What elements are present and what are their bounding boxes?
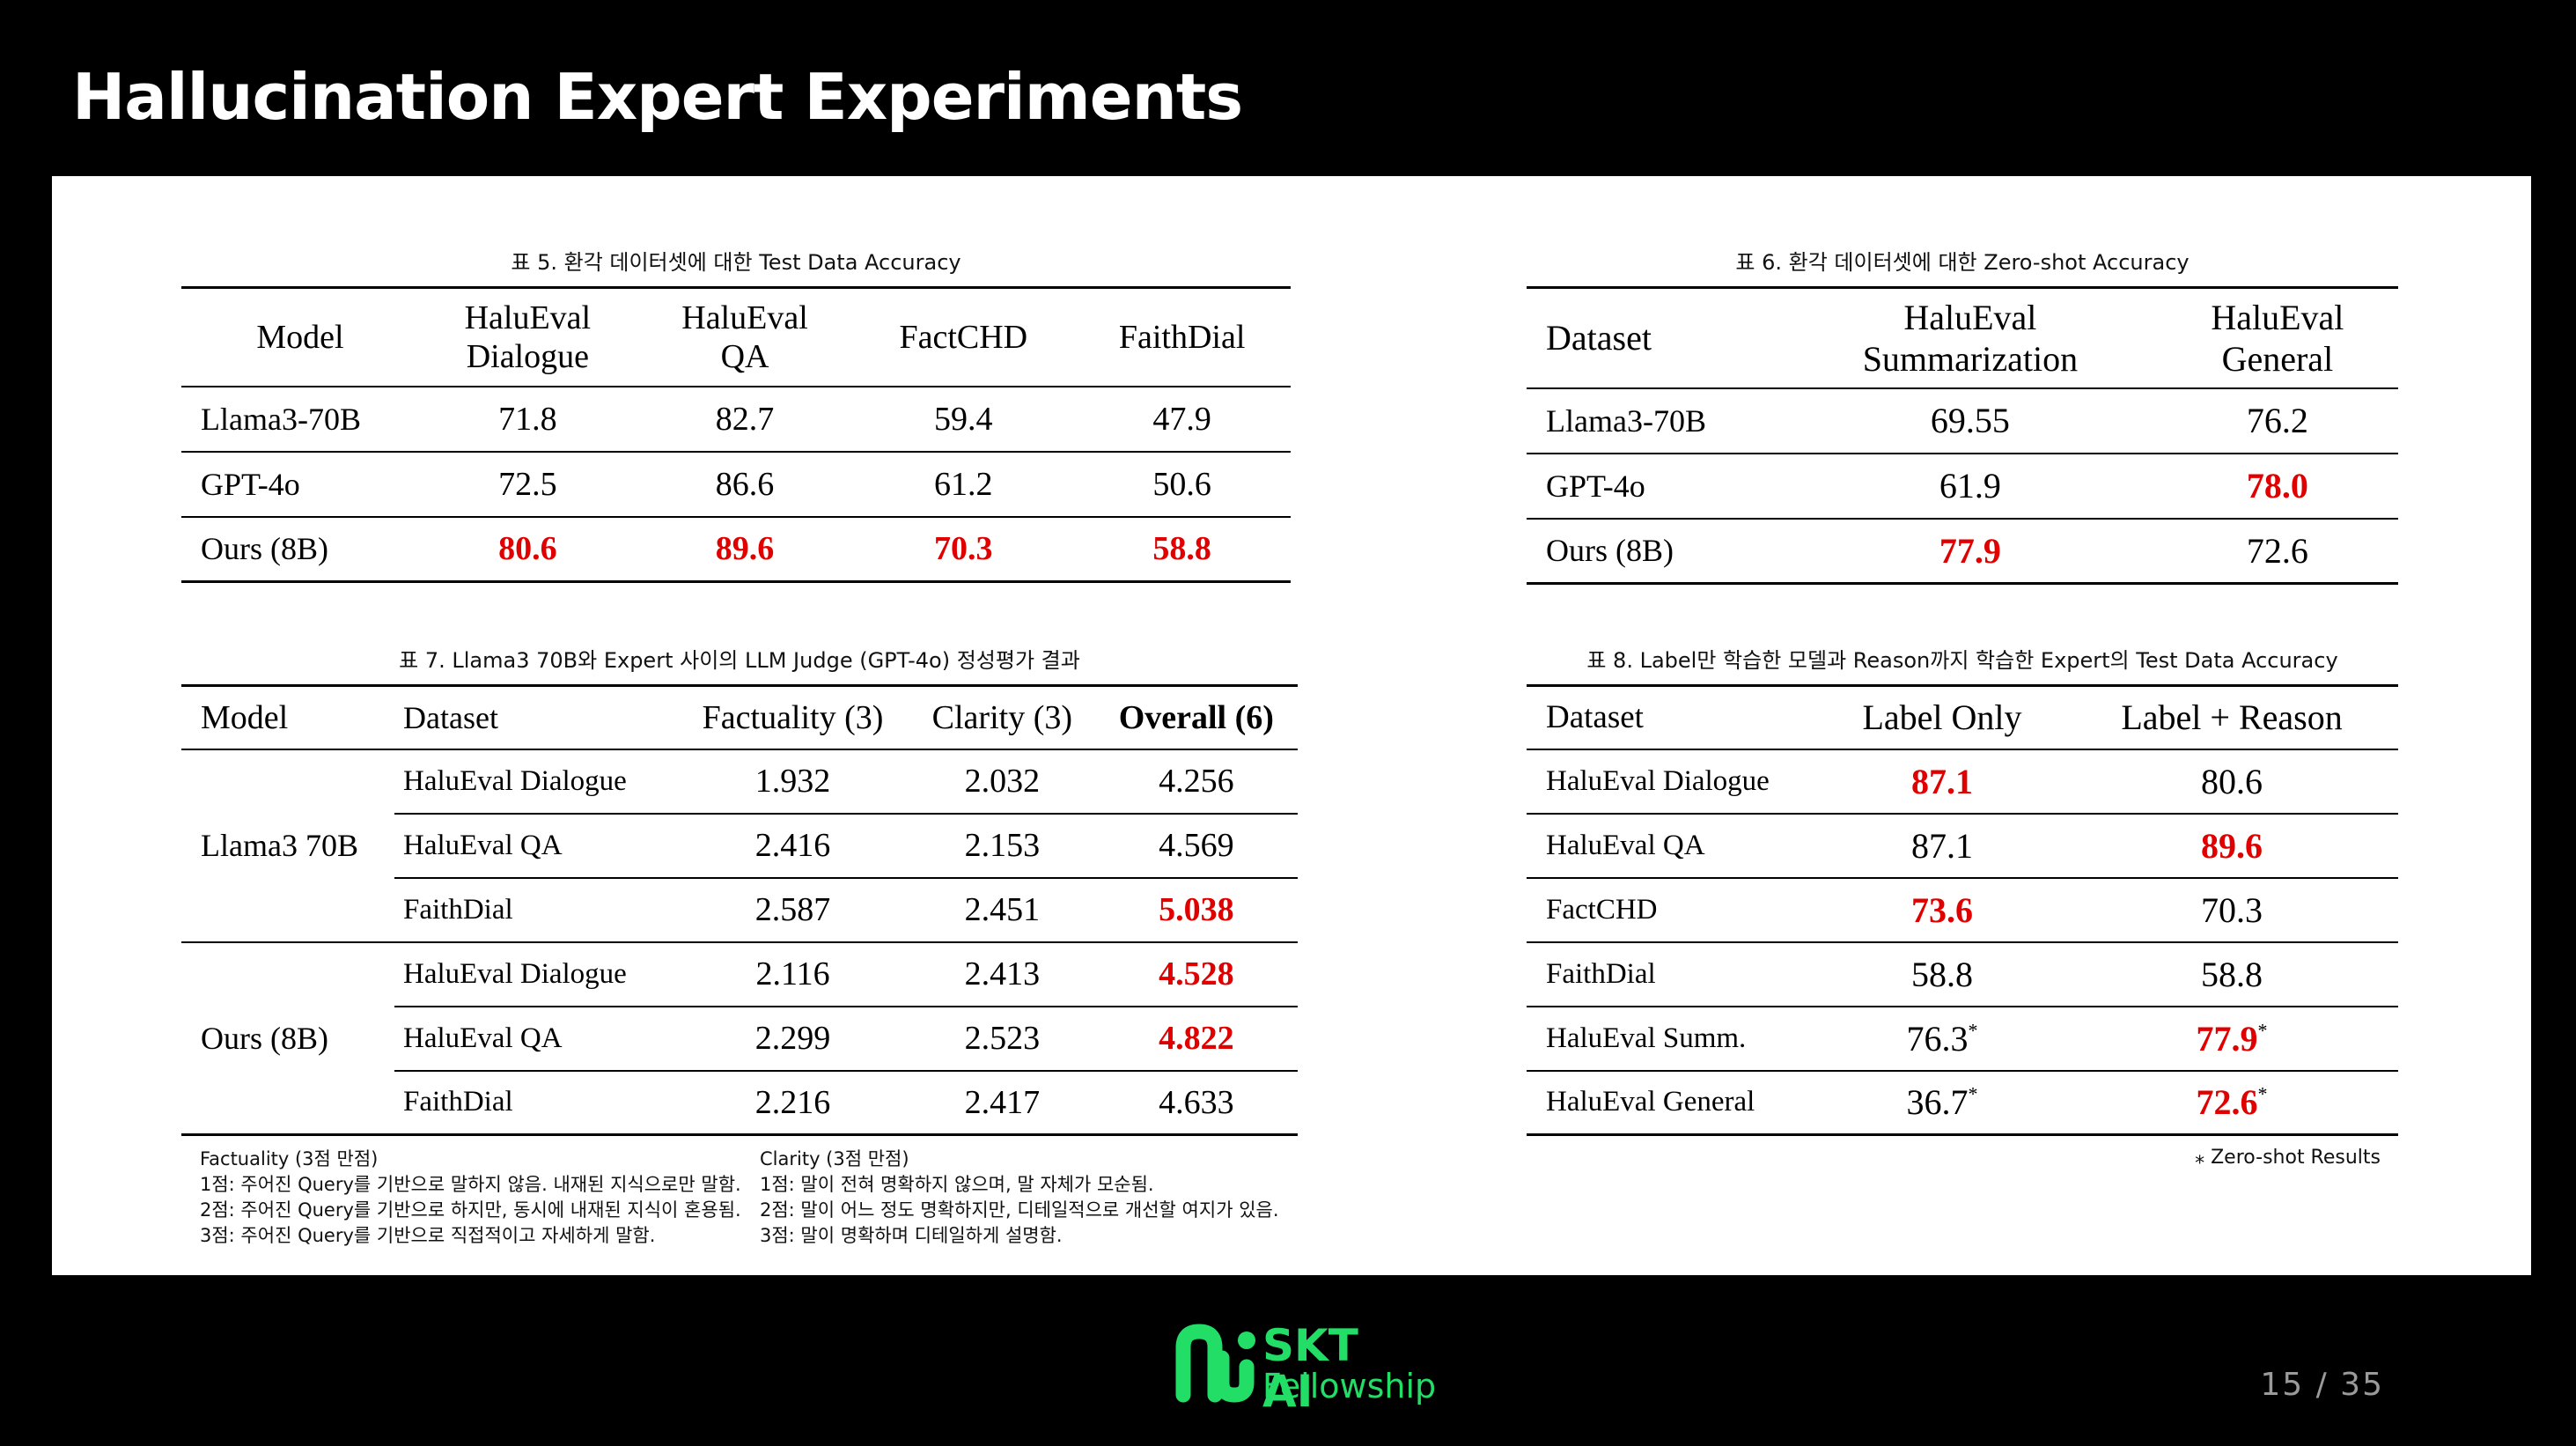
table-5-caption: 표 5. 환각 데이터셋에 대한 Test Data Accuracy xyxy=(511,250,961,275)
table-row: HaluEval QA 2.299 2.523 4.822 xyxy=(181,1005,1298,1071)
t8-header-label-only: Label Only xyxy=(1819,685,2066,750)
t7-header-overall: Overall (6) xyxy=(1094,685,1298,750)
table-row: HaluEval Summ. 76.3* 77.9* xyxy=(1527,1005,2398,1071)
zero-shot-note: ⁎ Zero-shot Results xyxy=(2195,1147,2381,1169)
page-number: 15 / 35 xyxy=(2260,1367,2384,1403)
zero-shot-marker: * xyxy=(2257,1019,2268,1042)
t7-header-factuality: Factuality (3) xyxy=(676,685,910,750)
slide-title: Hallucination Expert Experiments xyxy=(72,60,1243,134)
table-5: 표 5. 환각 데이터셋에 대한 Test Data Accuracy Mode… xyxy=(181,245,1291,583)
content-panel: 표 5. 환각 데이터셋에 대한 Test Data Accuracy Mode… xyxy=(52,176,2531,1275)
table-row: FaithDial 2.216 2.417 4.633 xyxy=(181,1069,1298,1135)
t6-header-general: HaluEval General xyxy=(2156,287,2398,389)
table-7-caption: 표 7. Llama3 70B와 Expert 사이의 LLM Judge (G… xyxy=(399,648,1080,673)
table-row: HaluEval Dialogue 87.1 80.6 xyxy=(1546,761,2263,801)
table-row: FaithDial 58.8 58.8 xyxy=(1527,941,2398,1007)
table-row: GPT-4o 61.9 78.0 xyxy=(1527,452,2398,519)
logo-mark-icon xyxy=(1175,1324,1255,1403)
t6-header-dataset: Dataset xyxy=(1527,287,1784,389)
table-row: Llama3 70B HaluEval Dialogue 1.932 2.032… xyxy=(181,749,1298,943)
table-8-caption: 표 8. Label만 학습한 모델과 Reason까지 학습한 Expert의… xyxy=(1586,648,2338,673)
table-row: FactCHD 73.6 70.3 xyxy=(1527,876,2398,942)
table-row: HaluEval QA 87.1 89.6 xyxy=(1527,812,2398,878)
table-row: Llama3-70B 71.8 82.7 59.4 47.9 xyxy=(201,400,1211,438)
skt-ai-fellowship-logo: SKT AI Fellowship xyxy=(1174,1323,1436,1414)
table-row: HaluEval QA 2.416 2.153 4.569 xyxy=(181,812,1298,878)
t7-header-dataset: Dataset xyxy=(394,685,676,750)
t6-header-summarization: HaluEval Summarization xyxy=(1784,287,2157,389)
logo-text-line2: Fellowship xyxy=(1262,1367,1437,1405)
logo-text-line1: SKT AI xyxy=(1262,1320,1358,1417)
table-6: 표 6. 환각 데이터셋에 대한 Zero-shot Accuracy Data… xyxy=(1527,245,2398,585)
table-7: 표 7. Llama3 70B와 Expert 사이의 LLM Judge (G… xyxy=(181,643,1298,1136)
table-8: 표 8. Label만 학습한 모델과 Reason까지 학습한 Expert의… xyxy=(1527,643,2398,1169)
t7-header-model: Model xyxy=(181,685,394,750)
zero-shot-marker: * xyxy=(2257,1082,2268,1105)
table-row: Llama3-70B 69.55 76.2 xyxy=(1546,401,2308,440)
t5-header-dialogue: HaluEval Dialogue xyxy=(419,287,637,387)
table-row: HaluEval General 36.7* 72.6* xyxy=(1527,1069,2398,1135)
zero-shot-marker: * xyxy=(1968,1082,1978,1105)
clarity-footnote: Clarity (3점 만점) 1점: 말이 전혀 명확하지 않으며, 말 자체… xyxy=(760,1148,1279,1246)
t5-header-factchd: FactCHD xyxy=(853,287,1074,387)
t8-header-dataset: Dataset xyxy=(1527,685,1819,750)
t5-header-qa: HaluEval QA xyxy=(636,287,854,387)
t5-header-faithdial: FaithDial xyxy=(1073,287,1291,387)
t7-header-clarity: Clarity (3) xyxy=(909,685,1095,750)
zero-shot-marker: * xyxy=(1968,1019,1978,1042)
t5-header-model: Model xyxy=(181,287,419,387)
table-row: Ours (8B) HaluEval Dialogue 2.116 2.413 … xyxy=(181,941,1298,1135)
t8-header-label-reason: Label + Reason xyxy=(2065,685,2398,750)
factuality-footnote: Factuality (3점 만점) 1점: 주어진 Query를 기반으로 말… xyxy=(200,1148,741,1246)
table-row: FaithDial 2.587 2.451 5.038 xyxy=(181,876,1298,942)
table-row: Ours (8B) 77.9 72.6 xyxy=(1527,517,2398,584)
table-row: GPT-4o 72.5 86.6 61.2 50.6 xyxy=(181,450,1291,517)
table-6-caption: 표 6. 환각 데이터셋에 대한 Zero-shot Accuracy xyxy=(1735,250,2190,275)
table-row: Ours (8B) 80.6 89.6 70.3 58.8 xyxy=(181,515,1291,582)
